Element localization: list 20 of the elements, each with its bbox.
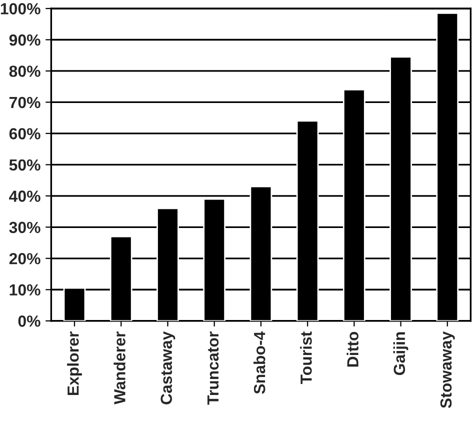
y-tick-label: 40% [9, 190, 40, 202]
x-tick-label: Explorer [67, 332, 82, 396]
y-tick-label: 0% [18, 316, 40, 327]
x-tick-label: Castaway [160, 331, 176, 404]
x-tick-label: Gaijin [393, 332, 408, 376]
y-tick-label: 10% [10, 284, 40, 296]
y-tick-label: 100% [0, 3, 40, 14]
y-tick-label: 20% [9, 253, 40, 264]
x-tick-label: Tourist [300, 331, 312, 384]
x-tick-label: Truncator [207, 332, 219, 405]
y-tick-label: 60% [9, 128, 40, 140]
y-tick-label: 50% [9, 159, 40, 171]
y-tick-label: 80% [9, 66, 40, 77]
y-tick-label: 30% [9, 222, 40, 234]
x-tick-label: Wanderer [114, 332, 126, 404]
y-tick-label: 70% [9, 96, 40, 108]
x-tick-label: Stowaway [440, 331, 455, 408]
y-tick-label: 90% [9, 34, 40, 46]
x-tick-label: Ditto [346, 332, 358, 367]
x-tick-label: Snabo-4 [253, 331, 266, 394]
